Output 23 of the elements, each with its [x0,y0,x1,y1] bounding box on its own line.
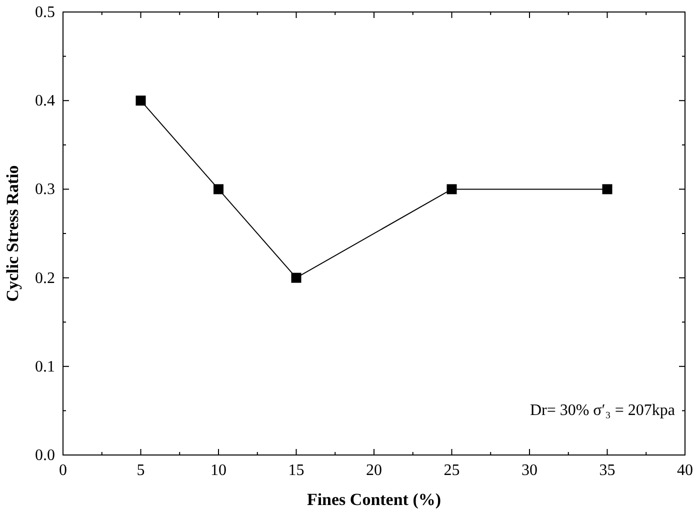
x-tick-label: 25 [444,462,460,479]
annotation: Dr= 30% σ′₃ = 207kpa [530,402,675,419]
y-tick-label: 0.5 [35,4,55,21]
y-axis-title: Cyclic Stress Ratio [3,165,22,302]
x-tick-label: 10 [210,462,226,479]
y-tick-label: 0.1 [35,358,55,376]
x-tick-label: 15 [288,462,304,479]
y-tick-label: 0.4 [35,92,55,110]
point [446,184,457,194]
x-tick-label: 35 [599,462,616,479]
x-tick-label: 0 [59,462,67,479]
y-tick-label: 0.0 [35,447,55,464]
y-tick-label: 0.2 [35,270,55,287]
x-axis-title: Fines Content (%) [306,490,442,509]
y-tick-label: 0.3 [35,181,55,198]
x-tick-label: 20 [366,462,382,479]
point [291,272,302,283]
point [136,96,146,106]
x-tick-label: 5 [136,462,145,479]
x-tick-label: 40 [677,462,693,479]
point [214,184,224,194]
point [602,184,612,194]
x-tick-label: 30 [522,462,538,479]
